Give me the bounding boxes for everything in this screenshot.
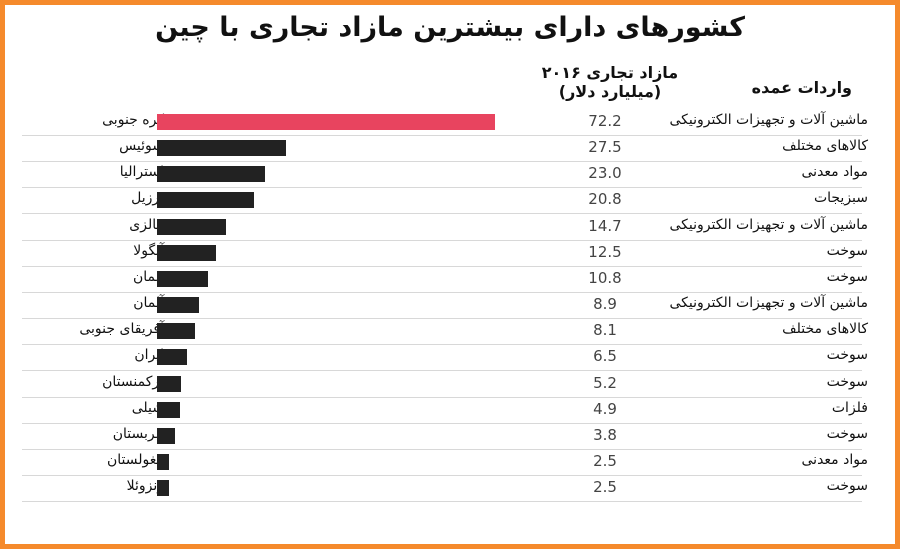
value-label: 72.2 [588, 112, 622, 130]
table-row: سوئیس 27.5 کالاهای مختلف [22, 135, 868, 163]
bar [157, 244, 216, 261]
imports-label: سوخت [826, 373, 868, 390]
table-row: آنگولا 12.5 سوخت [22, 240, 868, 267]
table-row: کره جنوبی 72.2 ماشین آلات و تجهیزات الکترو… [22, 109, 868, 136]
country-label: آلمان [133, 295, 164, 312]
bar [157, 323, 195, 340]
value-label: 2.5 [593, 451, 617, 470]
imports-label: سوخت [826, 242, 868, 259]
bar [157, 480, 169, 497]
value-label: 4.9 [593, 399, 617, 418]
value-header-unit: (میلیارد دلار) [558, 82, 662, 101]
bar [157, 297, 199, 314]
value-header: مازاد تجاری ۲۰۱۶ (میلیارد دلار) [520, 63, 700, 101]
country-label: ونزوئلا [126, 478, 164, 495]
value-label: 14.7 [588, 216, 622, 235]
table-row: مغولستان 2.5 مواد معدنی [22, 449, 868, 476]
value-label: 20.8 [588, 190, 622, 209]
bar [157, 140, 286, 157]
imports-label: سوخت [826, 478, 868, 495]
value-label: 27.5 [588, 138, 622, 157]
bar [157, 218, 226, 235]
imports-label: کالاهای مختلف [782, 138, 868, 155]
country-label: ترکمنستان [102, 373, 164, 390]
bar [157, 401, 180, 418]
table-row: عربستان 3.8 سوخت [22, 423, 868, 450]
bar [157, 114, 495, 130]
value-label: 3.8 [593, 425, 617, 444]
bar [157, 192, 255, 209]
imports-label: سبزیجات [813, 190, 868, 207]
imports-label: سوخت [826, 347, 868, 364]
table-row: ونزوئلا 2.5 سوخت [22, 475, 868, 503]
country-label: مغولستان [106, 451, 164, 468]
table-row: آفریقای جنوبی 8.1 کالاهای مختلف [22, 318, 868, 346]
value-label: 10.8 [588, 268, 622, 287]
table-row: شیلی 4.9 فلزات [22, 397, 868, 424]
country-label: کره جنوبی [102, 112, 164, 128]
imports-label: کالاهای مختلف [782, 321, 868, 338]
country-label: شیلی [131, 399, 164, 416]
bar [157, 349, 188, 366]
imports-label: سوخت [826, 268, 868, 285]
bar [157, 453, 169, 470]
country-label: سوئیس [119, 138, 164, 155]
bar [157, 375, 182, 392]
imports-label: ماشین آلات و تجهیزات الکترونیکی [669, 112, 868, 128]
imports-label: ماشین آلات و تجهیزات الکترونیکی [669, 295, 868, 312]
bar [157, 270, 208, 287]
value-label: 2.5 [593, 478, 617, 497]
table-row: برزیل 20.8 سبزیجات [22, 187, 868, 215]
value-header-title: مازاد تجاری ۲۰۱۶ [541, 63, 679, 82]
country-label: استرالیا [119, 164, 164, 181]
country-label: عربستان [112, 425, 164, 442]
imports-label: فلزات [831, 399, 868, 416]
value-label: 23.0 [588, 164, 622, 183]
table-row: ایران 6.5 سوخت [22, 344, 868, 372]
imports-label: مواد معدنی [801, 451, 868, 468]
country-label: برزیل [131, 190, 164, 207]
table-row: عمان 10.8 سوخت [22, 266, 868, 293]
imports-label: ماشین آلات و تجهیزات الکترونیکی [669, 216, 868, 233]
table-row: استرالیا 23.0 مواد معدنی [22, 161, 868, 189]
value-label: 12.5 [588, 242, 622, 261]
value-label: 5.2 [593, 373, 617, 392]
table-row: ترکمنستان 5.2 سوخت [22, 371, 868, 398]
country-label: عمان [133, 268, 164, 285]
country-label: آنگولا [133, 242, 164, 259]
country-label: ایران [134, 347, 164, 364]
chart-title: کشورهای دارای بیشترین مازاد تجاری با چین [155, 12, 745, 43]
table-row: آلمان 8.9 ماشین آلات و تجهیزات الکترونیکی [22, 292, 868, 320]
imports-header: واردات عمده [751, 78, 852, 97]
imports-label: سوخت [826, 425, 868, 442]
bar [157, 166, 265, 183]
bar [157, 427, 175, 444]
imports-label: مواد معدنی [801, 164, 868, 181]
table-row: مالزی 14.7 ماشین آلات و تجهیزات الکترونیکی [22, 214, 868, 241]
country-label: آفریقای جنوبی [79, 321, 164, 338]
value-label: 8.1 [593, 321, 617, 340]
country-label: مالزی [129, 216, 164, 233]
value-label: 8.9 [593, 295, 617, 314]
value-label: 6.5 [593, 347, 617, 366]
